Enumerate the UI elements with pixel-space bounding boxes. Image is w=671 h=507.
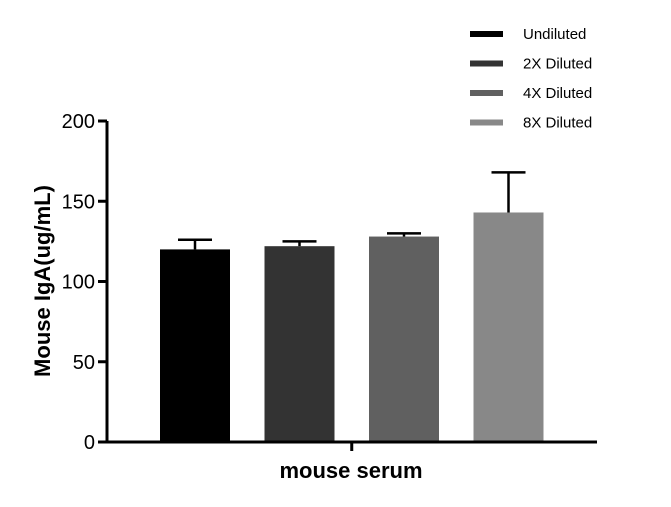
legend-label-1: Undiluted — [523, 26, 586, 43]
legend-swatch-2 — [470, 60, 503, 67]
bars — [160, 171, 544, 442]
x-axis — [105, 440, 597, 451]
y-tick-label: 100 — [62, 272, 95, 294]
bar-1 — [160, 249, 230, 442]
legend-label-2: 2X Diluted — [523, 56, 592, 73]
bar-2 — [264, 246, 335, 442]
x-axis-title: mouse serum — [279, 458, 422, 483]
bar-3 — [369, 236, 439, 442]
y-axis: 0 50 100 150 200 — [62, 111, 109, 454]
legend: Undiluted 2X Diluted 4X Diluted 8X Diluted — [470, 26, 592, 132]
legend-label-3: 4X Diluted — [523, 85, 592, 102]
legend-label-4: 8X Diluted — [523, 115, 592, 132]
legend-swatch-4 — [470, 119, 503, 126]
y-axis-title: Mouse IgA(ug/mL) — [30, 185, 55, 377]
legend-swatch-1 — [470, 31, 503, 37]
y-tick-label: 50 — [73, 352, 95, 374]
y-tick-label: 200 — [62, 111, 95, 133]
y-tick-label: 150 — [62, 191, 95, 213]
legend-swatch-3 — [470, 90, 503, 96]
bar-4 — [473, 212, 544, 442]
y-tick-label: 0 — [84, 432, 95, 454]
